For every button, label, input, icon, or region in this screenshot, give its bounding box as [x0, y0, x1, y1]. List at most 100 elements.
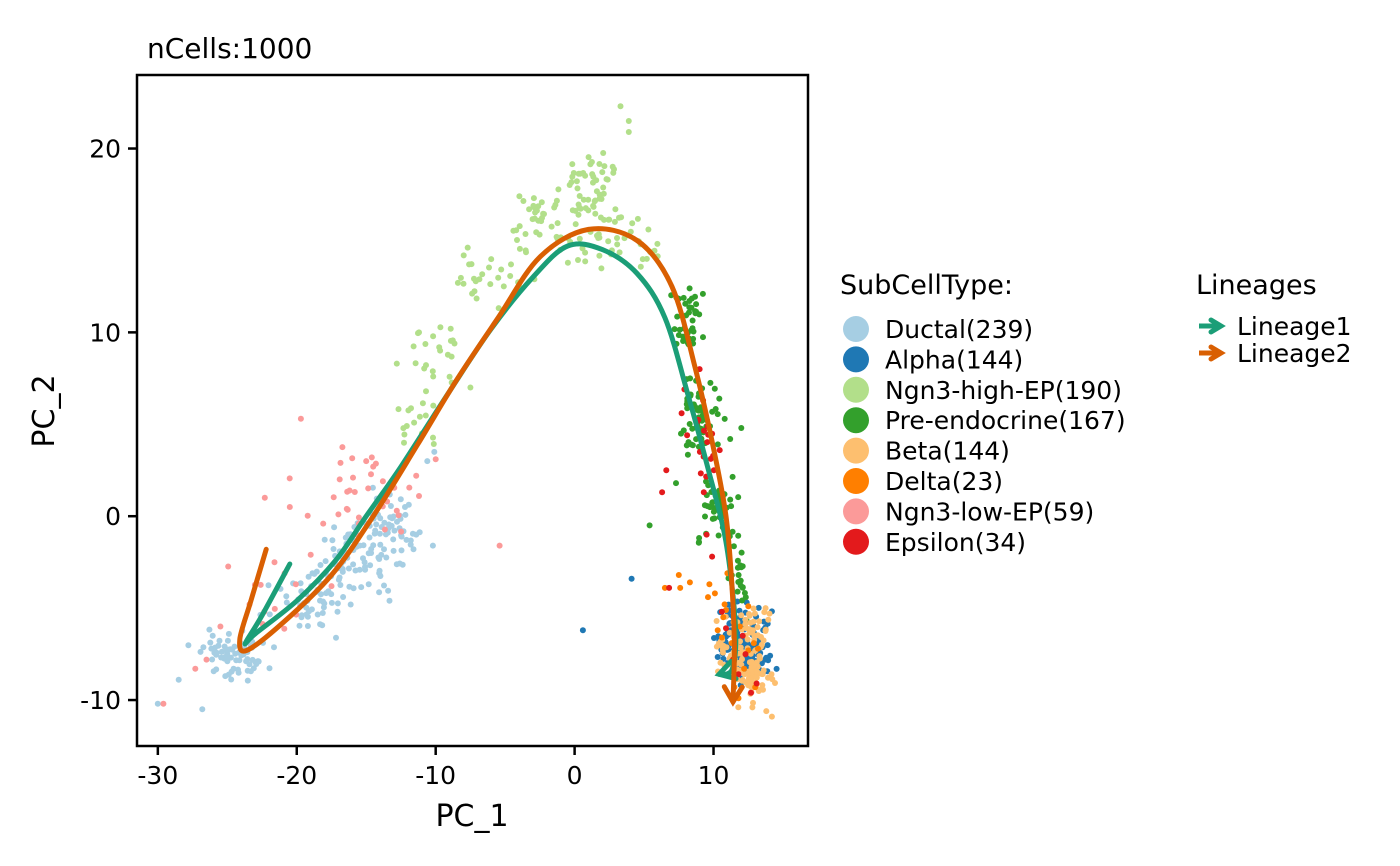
- point-series-0: [197, 648, 204, 655]
- point-series-4: [751, 632, 758, 639]
- point-series-7: [739, 632, 746, 639]
- point-series-2: [614, 235, 620, 241]
- point-series-2: [588, 159, 595, 165]
- point-series-0: [342, 534, 349, 541]
- point-series-2: [594, 232, 600, 239]
- point-series-3: [707, 379, 714, 386]
- point-series-6: [372, 460, 379, 467]
- point-series-5: [714, 627, 721, 634]
- x-tick-label: 0: [567, 761, 583, 790]
- point-series-4: [738, 612, 745, 619]
- x-tick-label: -30: [137, 761, 178, 790]
- point-series-6: [292, 581, 299, 588]
- point-series-0: [320, 598, 326, 605]
- point-series-0: [228, 676, 235, 683]
- point-series-2: [592, 197, 599, 204]
- point-series-3: [693, 301, 700, 308]
- point-series-2: [625, 118, 632, 124]
- point-series-6: [261, 494, 268, 501]
- point-series-2: [582, 249, 589, 256]
- point-series-2: [460, 252, 467, 259]
- point-series-4: [746, 612, 753, 619]
- point-series-2: [551, 204, 558, 211]
- point-series-3: [674, 313, 681, 320]
- point-series-2: [429, 368, 436, 375]
- point-series-2: [476, 276, 483, 283]
- point-series-7: [723, 625, 729, 632]
- point-series-0: [337, 582, 344, 588]
- point-series-3: [715, 532, 722, 539]
- point-series-0: [216, 637, 223, 644]
- point-series-2: [582, 205, 589, 212]
- point-series-0: [407, 537, 414, 544]
- point-series-2: [597, 214, 604, 221]
- point-series-2: [637, 263, 644, 270]
- point-series-5: [705, 594, 711, 601]
- point-series-0: [218, 648, 225, 655]
- legend-key-celltype: [843, 468, 869, 494]
- point-series-2: [454, 279, 461, 286]
- point-series-2: [596, 161, 603, 167]
- point-series-2: [516, 223, 523, 230]
- point-series-7: [753, 680, 760, 687]
- point-series-0: [398, 547, 405, 554]
- point-series-2: [416, 413, 423, 420]
- point-series-0: [330, 546, 337, 552]
- point-series-0: [424, 458, 431, 465]
- point-series-7: [700, 489, 707, 496]
- point-series-0: [431, 448, 438, 455]
- legend-key-lineage-arrow: [1208, 317, 1226, 335]
- point-series-0: [317, 621, 324, 628]
- point-series-3: [700, 334, 706, 341]
- point-series-0: [334, 600, 341, 607]
- point-series-0: [154, 700, 161, 707]
- point-series-1: [711, 635, 717, 641]
- point-series-5: [661, 584, 668, 591]
- point-series-2: [538, 199, 545, 206]
- point-series-2: [645, 226, 652, 233]
- point-series-6: [335, 511, 342, 518]
- point-series-0: [385, 521, 392, 528]
- point-series-2: [471, 288, 478, 295]
- point-series-6: [344, 506, 351, 513]
- celltype-legend-title: SubCellType:: [840, 270, 1013, 301]
- legend-key-celltype: [843, 316, 869, 342]
- lineage-arrowhead-2: [721, 684, 745, 707]
- point-series-2: [522, 247, 529, 254]
- point-series-4: [742, 616, 749, 623]
- point-series-3: [709, 499, 716, 506]
- point-series-0: [333, 634, 339, 641]
- point-series-2: [605, 238, 612, 245]
- point-series-2: [495, 274, 502, 281]
- point-series-0: [244, 677, 251, 684]
- point-series-6: [413, 472, 420, 479]
- legend-key-celltype: [843, 437, 869, 464]
- point-series-2: [444, 351, 451, 358]
- point-series-0: [325, 588, 332, 595]
- point-series-3: [737, 582, 744, 589]
- point-series-4: [749, 704, 756, 711]
- point-series-3: [702, 513, 708, 520]
- point-series-7: [735, 671, 742, 678]
- point-series-6: [350, 474, 356, 481]
- point-series-2: [530, 195, 537, 202]
- point-series-6: [339, 444, 346, 451]
- point-series-6: [307, 551, 314, 558]
- x-axis: -30 -20 -10 0 10: [137, 746, 729, 790]
- point-series-2: [437, 324, 444, 331]
- point-series-0: [345, 565, 352, 572]
- point-series-4: [756, 655, 763, 662]
- point-series-0: [305, 573, 312, 580]
- point-series-3: [680, 294, 687, 301]
- point-series-2: [430, 333, 437, 340]
- point-series-0: [387, 514, 394, 521]
- point-series-2: [575, 257, 581, 263]
- point-series-2: [574, 185, 581, 192]
- point-series-2: [600, 190, 607, 197]
- y-axis-label: PC_2: [27, 374, 62, 447]
- point-series-4: [739, 656, 745, 663]
- point-series-7: [718, 608, 725, 615]
- point-series-2: [600, 150, 607, 156]
- point-series-0: [250, 665, 257, 672]
- point-series-0: [309, 570, 316, 577]
